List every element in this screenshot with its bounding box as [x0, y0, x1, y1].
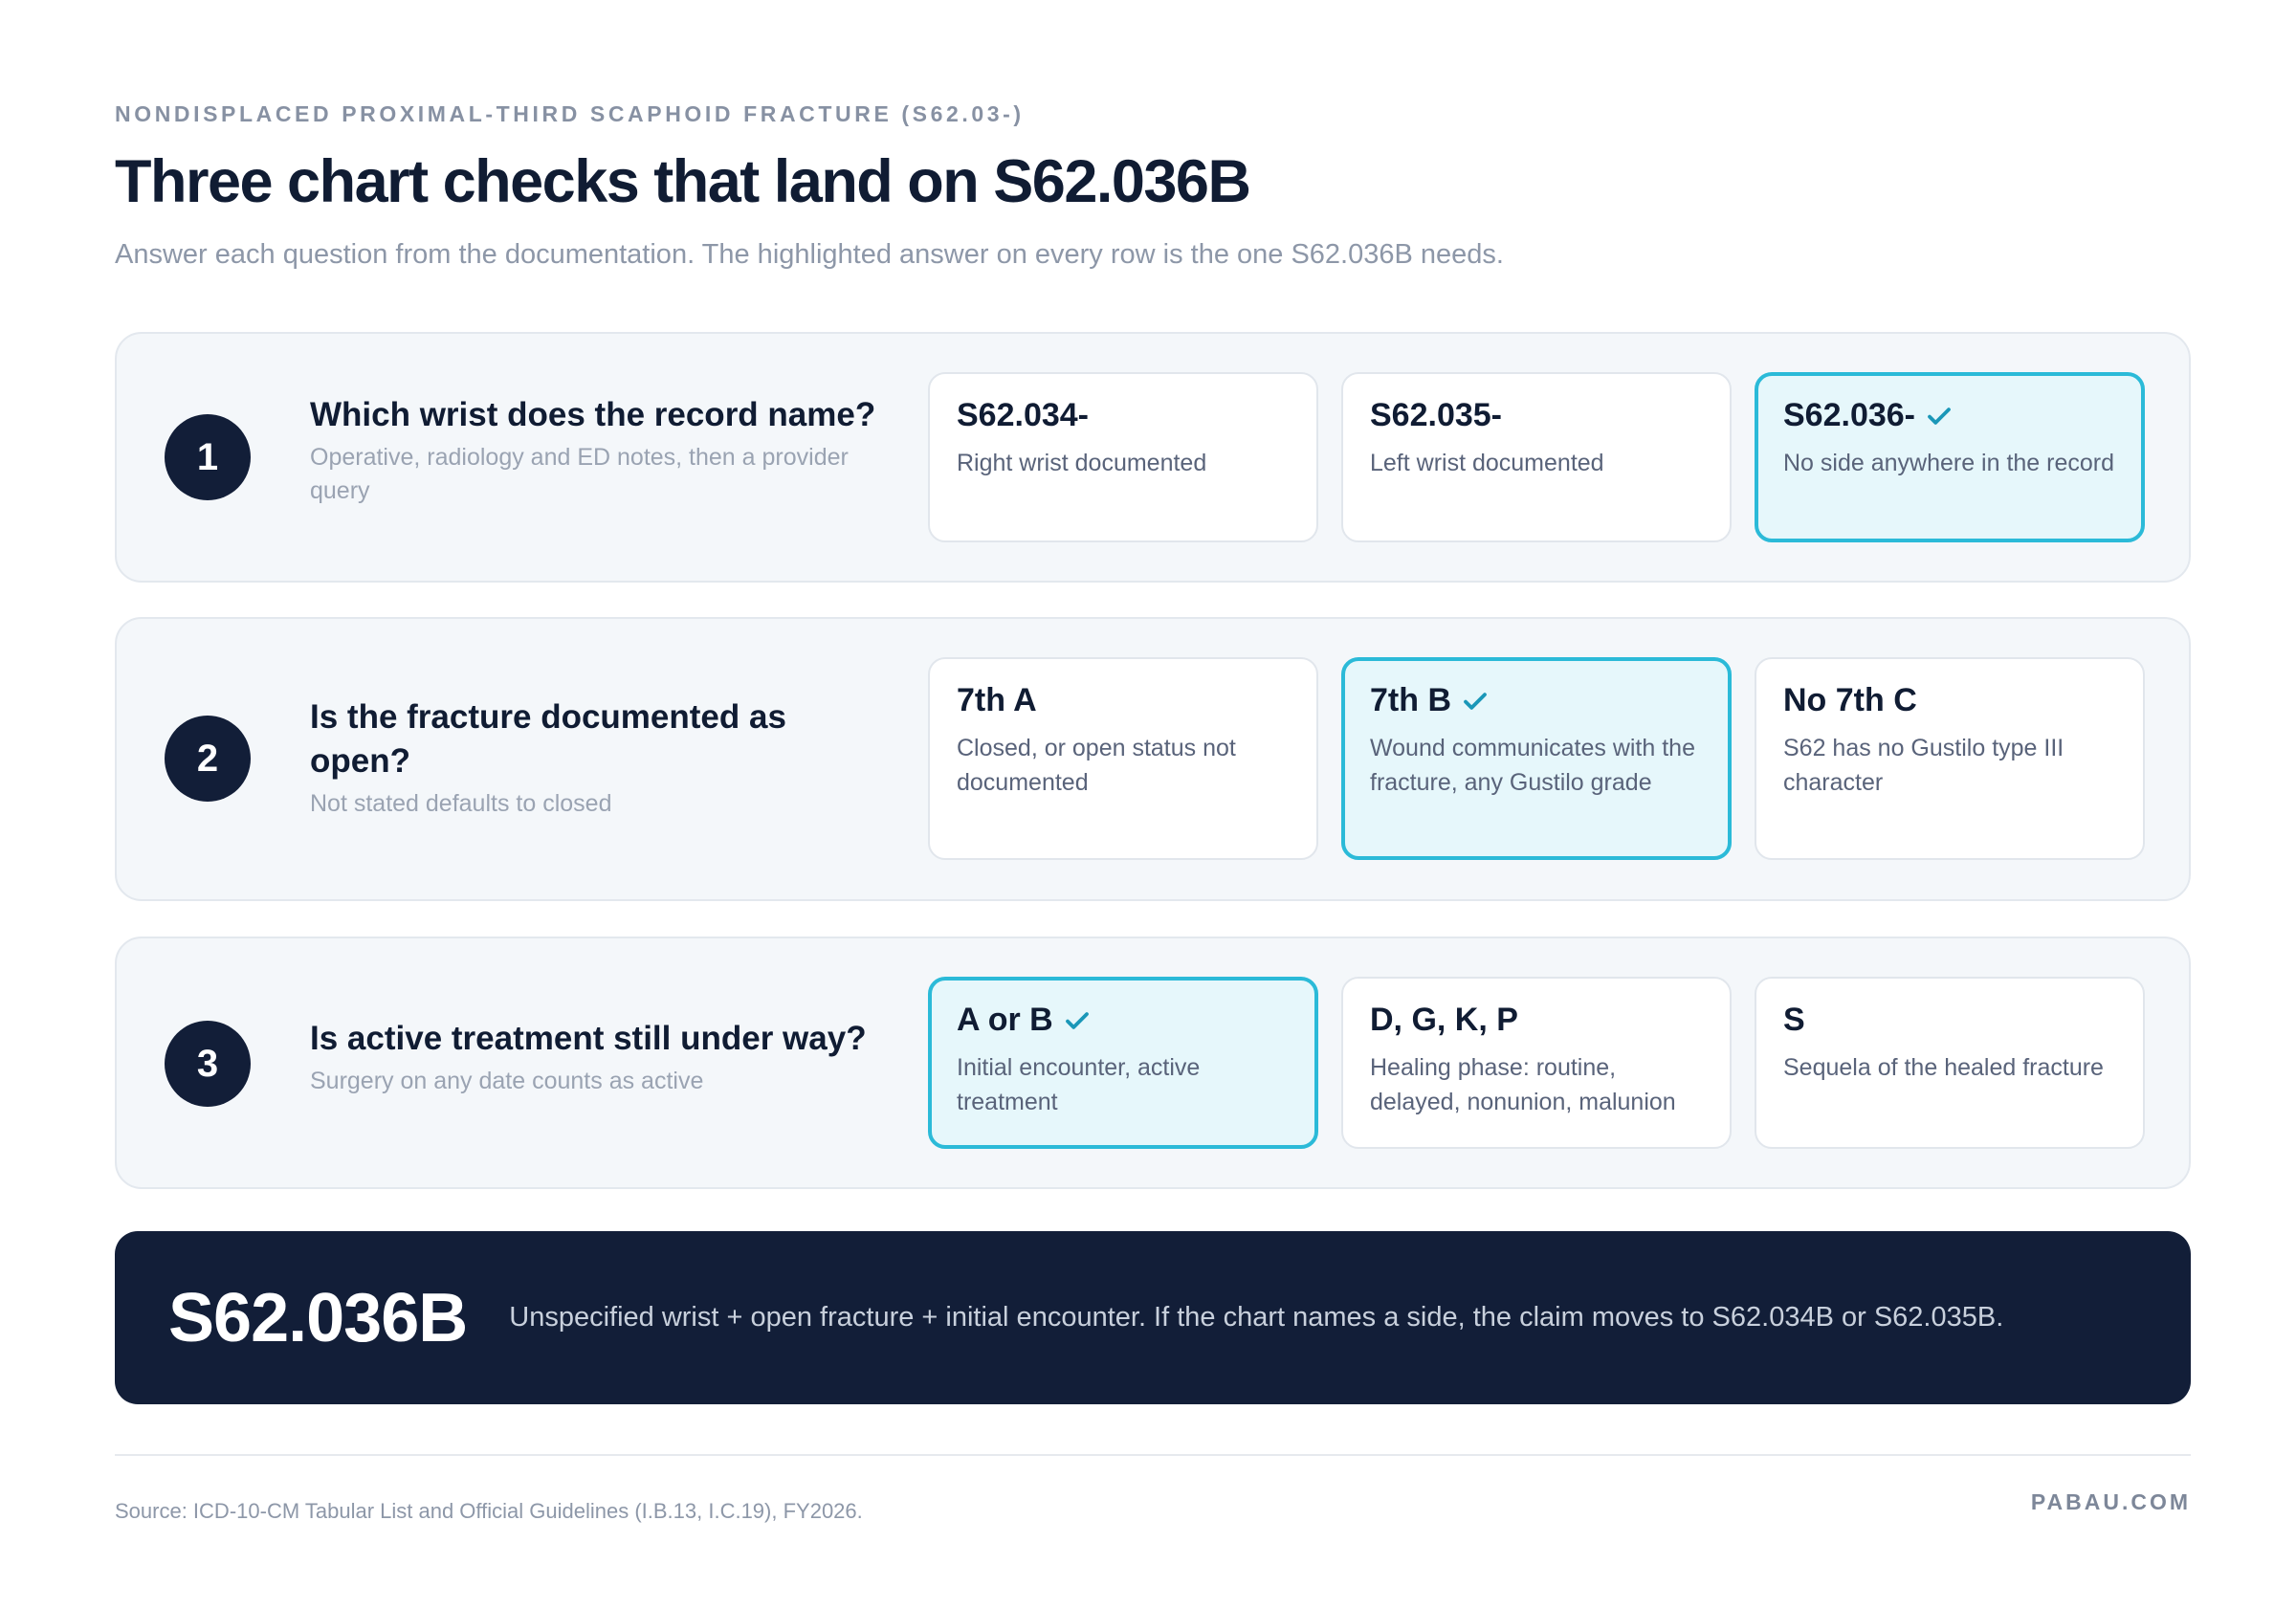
eyebrow: NONDISPLACED PROXIMAL-THIRD SCAPHOID FRA… [115, 101, 1025, 126]
question-title: Is active treatment still under way? [310, 1020, 867, 1057]
option-desc: S62 has no Gustilo type III character [1783, 735, 2064, 796]
option-card-sequela[interactable]: S Sequela of the healed fracture [1755, 977, 2145, 1149]
question-hint: Surgery on any date counts as active [310, 1068, 704, 1094]
option-code: A or B [957, 1002, 1290, 1039]
option-code: S62.035- [1370, 397, 1502, 433]
brand-link[interactable]: PABAU.COM [2030, 1489, 2191, 1514]
option-card-a-or-b-selected[interactable]: A or B Initial encounter, active treatme… [928, 977, 1318, 1149]
option-desc: Wound communicates with the fracture, an… [1370, 735, 1695, 796]
step-number: 1 [165, 414, 251, 500]
option-desc: Right wrist documented [957, 450, 1207, 476]
option-card-7th-a[interactable]: 7th A Closed, or open status not documen… [928, 657, 1318, 860]
step-number: 2 [165, 716, 251, 802]
footer-divider [115, 1454, 2191, 1456]
option-code: D, G, K, P [1370, 1002, 1518, 1038]
option-desc: Left wrist documented [1370, 450, 1604, 476]
question-title: Is the fracture documented as open? [310, 698, 786, 780]
option-code: S62.036- [1783, 397, 2116, 434]
check-row-3: 3 Is active treatment still under way? S… [115, 937, 2191, 1189]
option-code: 7th A [957, 682, 1037, 718]
option-desc: No side anywhere in the record [1783, 450, 2115, 476]
option-desc: Sequela of the healed fracture [1783, 1054, 2104, 1081]
result-code: S62.036B [168, 1279, 468, 1356]
page-title: Three chart checks that land on S62.036B [115, 148, 1251, 215]
option-code: S [1783, 1002, 1805, 1038]
result-explanation: Unspecified wrist + open fracture + init… [509, 1302, 2004, 1333]
option-code: 7th B [1370, 682, 1703, 719]
check-icon [1065, 1011, 1089, 1029]
option-card-unspecified-selected[interactable]: S62.036- No side anywhere in the record [1755, 372, 2145, 542]
option-card-healing-phase[interactable]: D, G, K, P Healing phase: routine, delay… [1341, 977, 1732, 1149]
check-row-1: 1 Which wrist does the record name? Oper… [115, 332, 2191, 583]
result-banner: S62.036B Unspecified wrist + open fractu… [115, 1231, 2191, 1404]
option-desc: Initial encounter, active treatment [957, 1054, 1201, 1115]
option-card-left[interactable]: S62.035- Left wrist documented [1341, 372, 1732, 542]
option-desc: Closed, or open status not documented [957, 735, 1236, 796]
question-title: Which wrist does the record name? [310, 396, 876, 433]
step-number: 3 [165, 1021, 251, 1107]
question-hint: Operative, radiology and ED notes, then … [310, 444, 849, 504]
source-note: Source: ICD-10-CM Tabular List and Offic… [115, 1499, 863, 1523]
option-code: S62.034- [957, 397, 1089, 433]
check-icon [1928, 407, 1951, 425]
question-block: Is active treatment still under way? Sur… [310, 1017, 884, 1098]
option-card-right[interactable]: S62.034- Right wrist documented [928, 372, 1318, 542]
check-icon [1464, 692, 1487, 710]
question-block: Is the fracture documented as open? Not … [310, 695, 807, 821]
check-row-2: 2 Is the fracture documented as open? No… [115, 617, 2191, 901]
option-card-7th-b-selected[interactable]: 7th B Wound communicates with the fractu… [1341, 657, 1732, 860]
question-hint: Not stated defaults to closed [310, 790, 612, 817]
question-block: Which wrist does the record name? Operat… [310, 393, 884, 508]
option-code: No 7th C [1783, 682, 1917, 718]
page-subtitle: Answer each question from the documentat… [115, 239, 1504, 270]
option-desc: Healing phase: routine, delayed, nonunio… [1370, 1054, 1676, 1115]
option-card-no-7th-c[interactable]: No 7th C S62 has no Gustilo type III cha… [1755, 657, 2145, 860]
